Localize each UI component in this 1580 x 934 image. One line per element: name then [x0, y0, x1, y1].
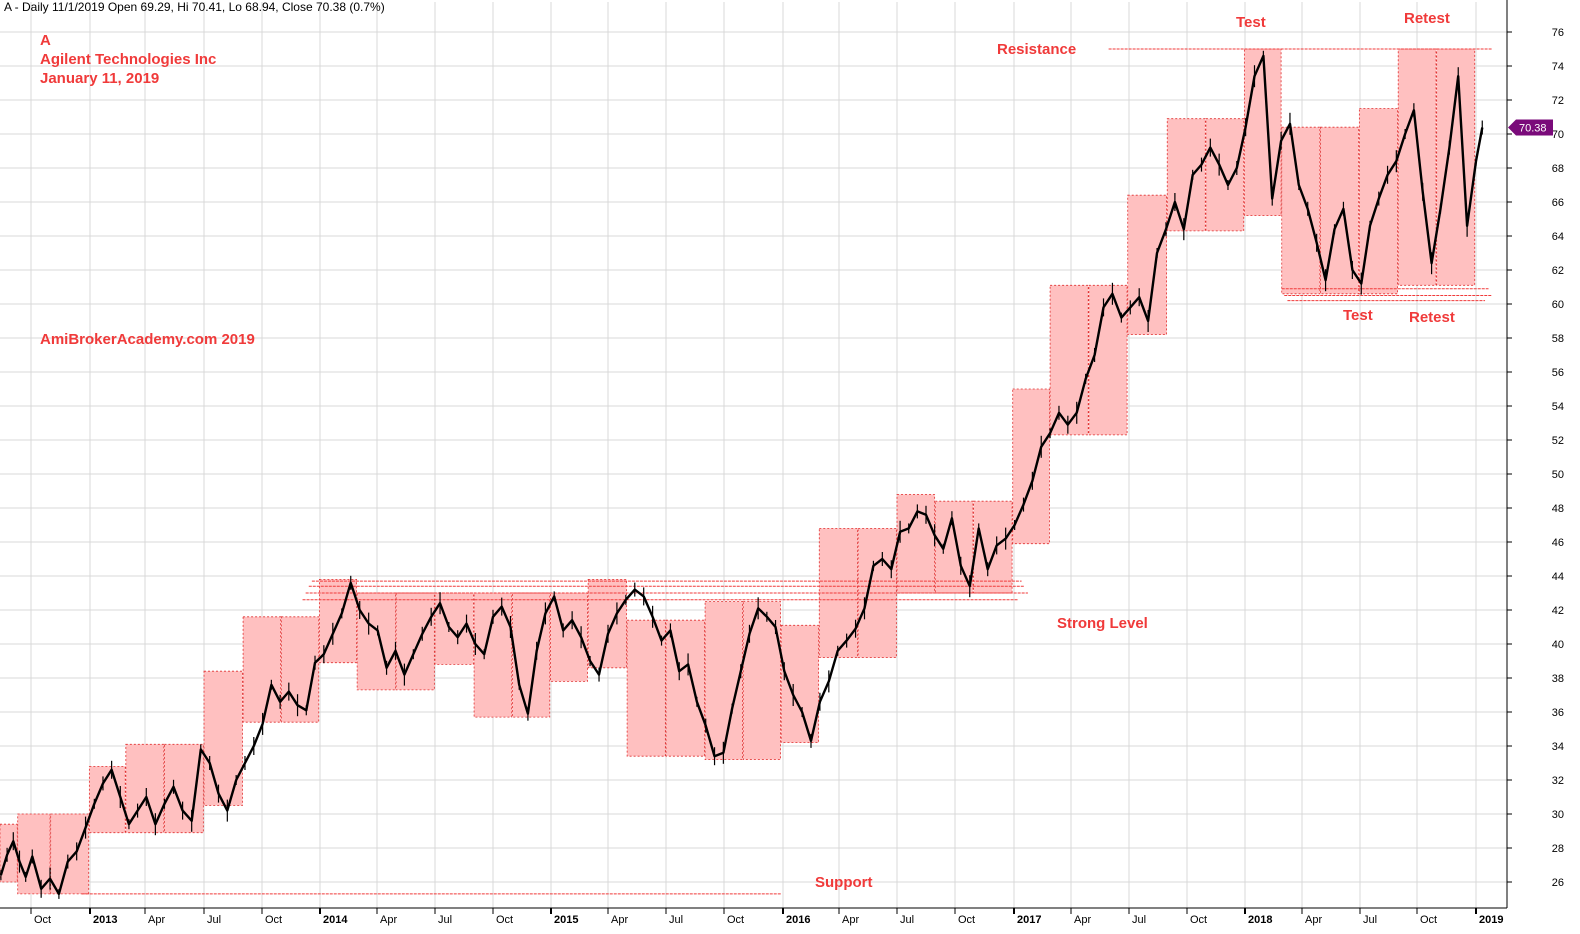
last-price-tag	[1508, 119, 1553, 136]
chart-header: A - Daily 11/1/2019 Open 69.29, Hi 70.41…	[4, 0, 385, 14]
range-box	[50, 813, 90, 895]
x-tick-label: Apr	[1074, 914, 1091, 926]
company-label: Agilent Technologies Inc	[40, 51, 217, 68]
y-tick-label: 64	[1552, 231, 1564, 243]
y-tick-label: 44	[1552, 571, 1564, 583]
y-tick-label: 38	[1552, 673, 1564, 685]
range-box	[1243, 48, 1282, 217]
watermark-label: AmiBrokerAcademy.com 2019	[40, 331, 255, 348]
y-tick-label: 56	[1552, 367, 1564, 379]
x-tick-label: 2014	[323, 914, 348, 926]
range-box	[973, 500, 1013, 594]
y-tick-label: 68	[1552, 163, 1564, 175]
last-price-label: 70.38	[1519, 123, 1547, 135]
y-tick-label: 30	[1552, 809, 1564, 821]
y-tick-label: 34	[1552, 741, 1564, 753]
y-tick-label: 42	[1552, 605, 1564, 617]
y-tick-label: 66	[1552, 197, 1564, 209]
x-tick-label: Jul	[1132, 914, 1146, 926]
retest-bottom-label: Retest	[1409, 309, 1455, 326]
x-tick-label: 2015	[554, 914, 578, 926]
price-series	[0, 50, 1484, 899]
y-tick-label: 48	[1552, 503, 1564, 515]
y-tick-label: 54	[1552, 401, 1564, 413]
x-tick-label: Oct	[265, 914, 282, 926]
range-box	[1281, 126, 1321, 295]
x-tick-label: Oct	[34, 914, 51, 926]
x-tick-label: 2018	[1248, 914, 1272, 926]
x-tick-label: Oct	[1420, 914, 1437, 926]
x-tick-label: Oct	[727, 914, 744, 926]
strong-level-label: Strong Level	[1057, 615, 1148, 632]
y-tick-label: 60	[1552, 299, 1564, 311]
range-boxes	[0, 48, 1476, 895]
range-box	[896, 493, 936, 594]
x-tick-label: Apr	[842, 914, 859, 926]
x-tick-label: Jul	[900, 914, 914, 926]
x-tick-label: Apr	[611, 914, 628, 926]
y-tick-label: 62	[1552, 265, 1564, 277]
range-box	[704, 601, 744, 761]
range-box	[164, 743, 204, 834]
range-box	[280, 616, 320, 723]
x-tick-label: 2016	[786, 914, 810, 926]
y-tick-label: 72	[1552, 95, 1564, 107]
x-tick-label: 2013	[93, 914, 117, 926]
range-box	[1436, 48, 1476, 286]
range-box	[17, 813, 51, 895]
y-tick-label: 32	[1552, 775, 1564, 787]
x-tick-label: Oct	[1190, 914, 1207, 926]
y-tick-label: 26	[1552, 877, 1564, 889]
x-tick-label: Jul	[1363, 914, 1377, 926]
x-tick-label: Jul	[207, 914, 221, 926]
x-tick-label: 2017	[1017, 914, 1041, 926]
y-tick-label: 50	[1552, 469, 1564, 481]
resistance-label: Resistance	[997, 41, 1077, 58]
y-tick-label: 74	[1552, 61, 1564, 73]
ticker-label: A	[40, 32, 51, 49]
price-line	[0, 54, 1484, 896]
y-tick-label: 46	[1552, 537, 1564, 549]
range-box	[780, 624, 820, 743]
support-label: Support	[815, 874, 873, 891]
range-box	[1012, 388, 1050, 545]
date-label: January 11, 2019	[40, 70, 160, 87]
x-tick-label: 2019	[1479, 914, 1503, 926]
level-lines	[81, 48, 1492, 895]
retest-top-label: Retest	[1404, 10, 1450, 27]
test-top-label: Test	[1236, 14, 1266, 31]
x-tick-label: Apr	[148, 914, 165, 926]
x-tick-label: Jul	[438, 914, 452, 926]
range-box	[1049, 284, 1089, 436]
x-tick-label: Apr	[380, 914, 397, 926]
range-box	[395, 592, 435, 691]
y-tick-label: 28	[1552, 843, 1564, 855]
x-tick-label: Apr	[1305, 914, 1322, 926]
y-tick-label: 58	[1552, 333, 1564, 345]
range-box	[587, 579, 627, 669]
y-tick-label: 40	[1552, 639, 1564, 651]
range-box	[1127, 194, 1168, 335]
range-box	[203, 670, 243, 806]
test-bottom-label: Test	[1343, 307, 1373, 324]
range-box	[1088, 284, 1128, 436]
y-tick-label: 52	[1552, 435, 1564, 447]
y-tick-label: 76	[1552, 27, 1564, 39]
range-box	[626, 619, 666, 757]
y-tick-label: 36	[1552, 707, 1564, 719]
range-box	[242, 616, 282, 723]
y-tick-label: 70	[1552, 129, 1564, 141]
x-tick-label: Oct	[496, 914, 513, 926]
x-tick-label: Jul	[669, 914, 683, 926]
range-box	[356, 592, 396, 691]
x-tick-label: Oct	[958, 914, 975, 926]
